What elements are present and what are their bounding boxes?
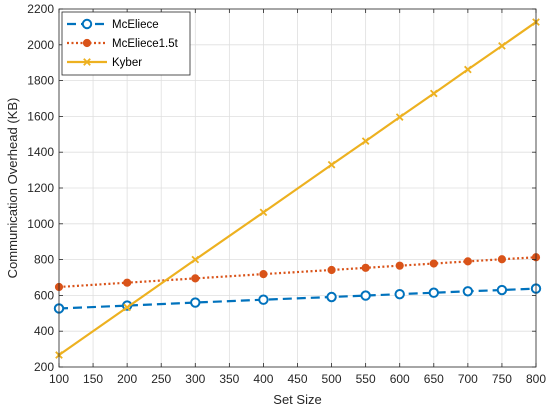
x-tick-label: 450 xyxy=(287,372,307,386)
series-mceliece xyxy=(53,283,542,314)
data-point xyxy=(463,257,472,266)
legend-marker xyxy=(82,38,92,48)
data-point xyxy=(190,297,201,308)
data-point xyxy=(498,42,506,50)
data-point xyxy=(259,269,268,279)
y-tick-label: 1600 xyxy=(27,109,54,123)
y-tick-label: 2200 xyxy=(27,2,54,16)
data-point xyxy=(258,294,269,305)
data-point xyxy=(191,274,200,283)
y-tick-label: 400 xyxy=(34,324,54,338)
y-tick-label: 1800 xyxy=(27,74,54,88)
x-tick-label: 200 xyxy=(117,372,137,386)
data-point xyxy=(394,288,405,300)
y-axis-title: Communication Overhead (KB) xyxy=(5,98,20,279)
y-tick-label: 200 xyxy=(34,360,54,374)
x-tick-label: 600 xyxy=(390,372,410,386)
x-tick-label: 500 xyxy=(322,372,342,386)
legend: McEliece McEliece1.5t Kyber xyxy=(61,11,191,76)
legend-label: Kyber xyxy=(112,57,142,69)
x-tick-label: 650 xyxy=(424,372,444,386)
legend-marker xyxy=(83,58,91,66)
data-point xyxy=(395,113,404,121)
series-layer xyxy=(53,18,542,359)
x-tick-label: 550 xyxy=(356,372,376,386)
legend-label: McEliece xyxy=(112,19,159,31)
series-line xyxy=(58,287,537,310)
x-tick-label: 250 xyxy=(151,372,171,386)
legend-entry: Kyber xyxy=(67,57,142,69)
x-tick-label: 400 xyxy=(253,372,273,386)
data-point xyxy=(123,278,132,287)
y-tick-label: 1000 xyxy=(27,217,54,231)
data-point xyxy=(428,287,439,298)
x-axis-title: Set Size xyxy=(273,392,321,407)
y-tick-label: 1400 xyxy=(27,145,54,159)
data-point xyxy=(191,255,200,264)
data-point xyxy=(429,89,438,98)
x-tick-label: 800 xyxy=(526,372,546,386)
x-tick-label: 150 xyxy=(83,372,103,386)
y-tick-label: 2000 xyxy=(27,38,54,52)
data-point xyxy=(326,291,337,303)
data-point xyxy=(123,303,131,312)
data-point xyxy=(259,208,268,217)
data-point xyxy=(464,65,472,74)
data-point xyxy=(429,259,438,268)
data-point xyxy=(361,263,370,272)
series-mceliece1-5t xyxy=(54,253,541,292)
y-tick-label: 800 xyxy=(34,253,54,267)
data-point xyxy=(327,265,336,275)
y-tick-label: 1200 xyxy=(27,181,54,195)
data-point xyxy=(462,286,474,297)
data-point xyxy=(496,284,508,296)
legend-marker xyxy=(81,18,93,30)
y-tick-label: 600 xyxy=(34,288,54,302)
data-point xyxy=(497,255,507,264)
data-point xyxy=(360,290,371,301)
x-tick-label: 700 xyxy=(458,372,478,386)
x-tick-label: 750 xyxy=(492,372,512,386)
data-point xyxy=(327,160,336,169)
data-point xyxy=(361,137,370,145)
series-kyber xyxy=(55,18,540,359)
legend-entry: McEliece xyxy=(67,18,159,31)
data-point xyxy=(395,261,404,270)
x-tick-label: 350 xyxy=(219,372,239,386)
ticks: 100 150 200 250 300 350 400 450 500 550 600 650 700 7… xyxy=(27,2,546,386)
legend-entry: McEliece1.5t xyxy=(67,38,179,50)
x-tick-label: 100 xyxy=(49,372,69,386)
legend-label: McEliece1.5t xyxy=(112,38,179,50)
x-tick-label: 300 xyxy=(185,372,205,386)
